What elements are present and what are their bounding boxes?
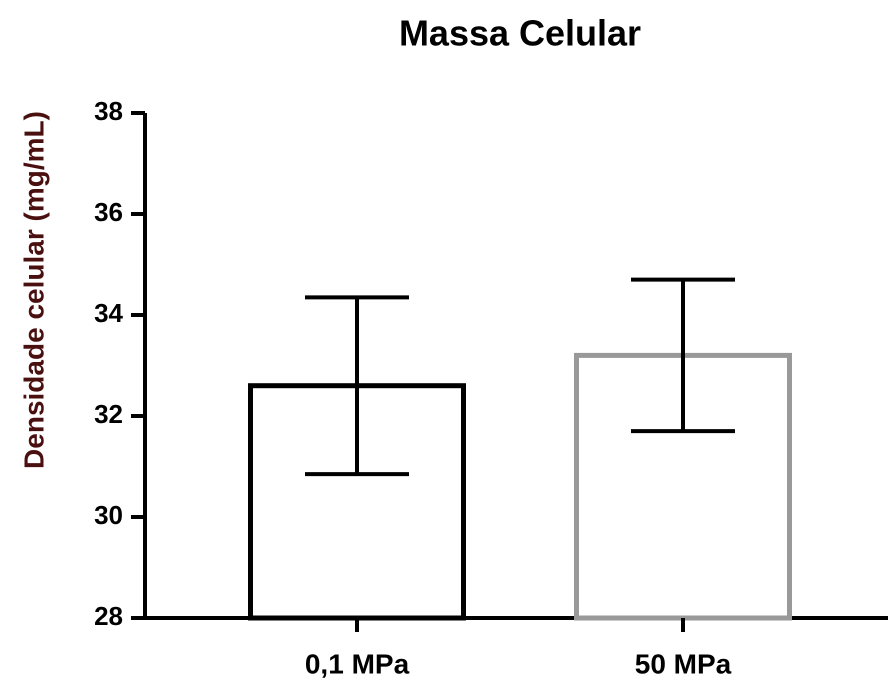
- y-tick-label: 38: [94, 96, 123, 126]
- y-tick-label: 28: [94, 601, 123, 631]
- y-tick-label: 36: [94, 197, 123, 227]
- y-tick-label: 30: [94, 500, 123, 530]
- y-tick-label: 34: [94, 298, 123, 328]
- x-tick-label: 50 MPa: [635, 648, 732, 679]
- y-tick-label: 32: [94, 399, 123, 429]
- chart-title: Massa Celular: [399, 13, 641, 54]
- y-axis-label: Densidade celular (mg/mL): [18, 111, 49, 469]
- x-tick-label: 0,1 MPa: [305, 648, 410, 679]
